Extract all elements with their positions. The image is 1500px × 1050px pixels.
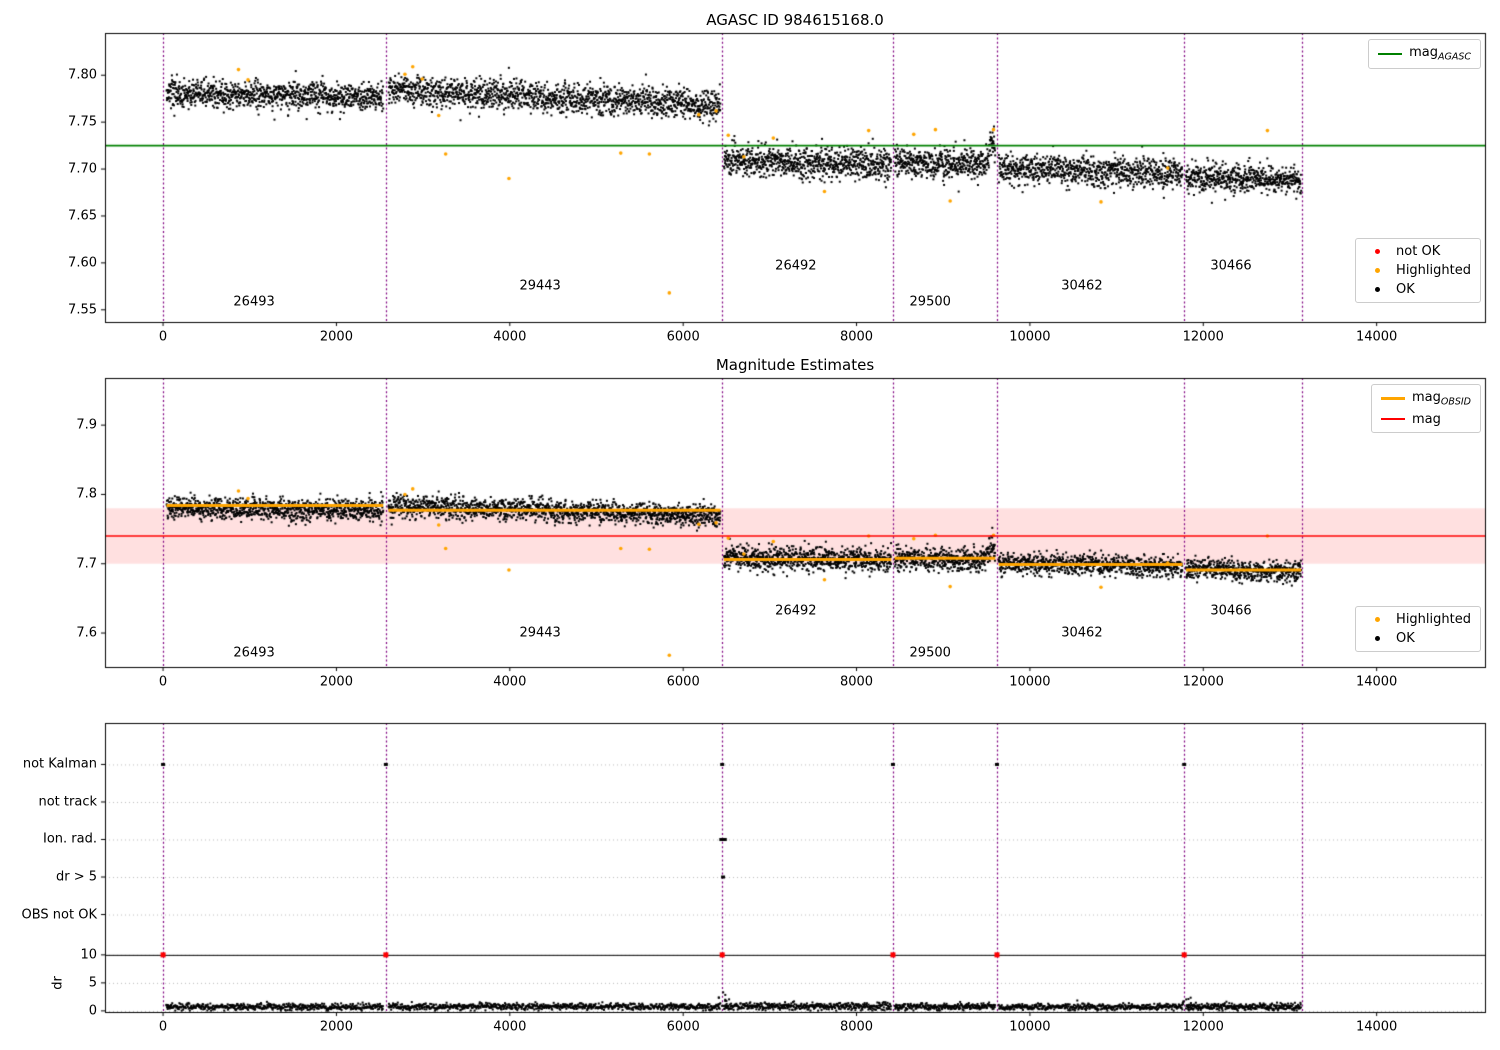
x-tick-label: 8000	[839, 1019, 874, 1035]
segment-label-29500: 29500	[909, 645, 951, 661]
mag-label: mag	[1411, 411, 1441, 427]
x-tick-label: 8000	[839, 329, 874, 345]
segment-label-29443: 29443	[519, 625, 561, 641]
mag-agasc-label: magAGASC	[1409, 45, 1471, 63]
x-tick-label: 14000	[1355, 329, 1398, 345]
x-tick-label: 4000	[493, 674, 527, 690]
not-ok-label: not OK	[1396, 244, 1441, 259]
x-tick-label: 12000	[1182, 329, 1224, 345]
ok-dot-swatch	[1365, 287, 1389, 292]
x-tick-label: 2000	[319, 329, 353, 345]
legend-item-mag-obsid: magOBSID	[1380, 390, 1471, 408]
legend-item-not-ok: not OK	[1365, 244, 1471, 259]
segment-label-30466: 30466	[1210, 258, 1252, 274]
segment-label-29500: 29500	[909, 294, 951, 310]
mag-obsid-label: magOBSID	[1411, 390, 1471, 408]
legend-item-highlighted-2: Highlighted	[1365, 612, 1471, 627]
y-tick-label: 7.9	[76, 417, 97, 433]
segment-label-26492: 26492	[775, 258, 817, 274]
legend-item-highlighted: Highlighted	[1365, 263, 1471, 278]
y-tick-label: 7.70	[68, 161, 97, 177]
x-tick-label: 6000	[666, 329, 700, 345]
x-tick-label: 12000	[1182, 1019, 1224, 1035]
y-tick-label: 7.6	[76, 625, 97, 641]
flag-row-label-dr-5: dr > 5	[55, 869, 97, 885]
dr-tick-label: 0	[88, 1003, 97, 1019]
x-tick-label: 6000	[666, 674, 700, 690]
legend-item-ok: OK	[1365, 282, 1471, 297]
segment-label-26493: 26493	[233, 294, 275, 310]
y-tick-label: 7.55	[68, 302, 97, 318]
mag-agasc-line-swatch	[1378, 52, 1403, 55]
x-tick-label: 6000	[666, 1019, 700, 1035]
x-tick-label: 8000	[839, 674, 874, 690]
legend-item-mag: mag	[1380, 411, 1471, 427]
not-ok-dot-swatch	[1365, 249, 1389, 254]
x-tick-label: 0	[158, 329, 168, 345]
y-tick-label: 7.7	[76, 556, 97, 572]
x-tick-label: 4000	[493, 1019, 527, 1035]
flag-row-label-not-kalman: not Kalman	[22, 756, 97, 772]
ok-dot-swatch-2	[1365, 636, 1389, 641]
mag-line-swatch	[1380, 418, 1405, 421]
highlighted-label: Highlighted	[1396, 263, 1471, 278]
x-tick-label: 10000	[1009, 1019, 1051, 1035]
legend-mag-agasc: magAGASC	[1368, 39, 1481, 69]
legend-item-mag-agasc: magAGASC	[1378, 45, 1471, 63]
highlighted-dot-swatch	[1365, 268, 1389, 273]
highlighted-dot-swatch-2	[1365, 617, 1389, 622]
segment-label-30466: 30466	[1210, 603, 1252, 619]
segment-label-26493: 26493	[233, 645, 275, 661]
legend-item-ok-2: OK	[1365, 631, 1471, 646]
dr-tick-label: 10	[80, 947, 97, 963]
flag-row-label-obs-not-ok: OBS not OK	[21, 907, 98, 923]
x-tick-label: 2000	[319, 1019, 353, 1035]
dr-axis-label: dr	[50, 976, 66, 990]
y-tick-label: 7.80	[68, 67, 97, 83]
dr-tick-label: 5	[88, 975, 97, 991]
panel1-title: AGASC ID 984615168.0	[706, 11, 884, 29]
x-tick-label: 14000	[1355, 674, 1398, 690]
legend-mag-lines: magOBSID mag	[1370, 384, 1481, 433]
legend-panel1-markers: not OK Highlighted OK	[1355, 238, 1481, 303]
x-tick-label: 12000	[1182, 674, 1224, 690]
x-tick-label: 10000	[1009, 674, 1051, 690]
y-tick-label: 7.75	[68, 114, 97, 130]
segment-label-26492: 26492	[775, 603, 817, 619]
segment-label-29443: 29443	[519, 278, 561, 294]
legend-panel2-markers: Highlighted OK	[1355, 606, 1481, 652]
segment-label-30462: 30462	[1061, 625, 1103, 641]
x-tick-label: 10000	[1009, 329, 1051, 345]
y-tick-label: 7.65	[68, 208, 97, 224]
x-tick-label: 0	[158, 674, 168, 690]
ok-label: OK	[1396, 282, 1415, 297]
x-tick-label: 2000	[319, 674, 353, 690]
x-tick-label: 0	[158, 1019, 168, 1035]
segment-label-30462: 30462	[1061, 278, 1103, 294]
x-tick-label: 4000	[493, 329, 527, 345]
mag-obsid-line-swatch	[1380, 397, 1405, 401]
highlighted-label-2: Highlighted	[1396, 612, 1471, 627]
x-tick-label: 14000	[1355, 1019, 1398, 1035]
flag-row-label-ion-rad-: Ion. rad.	[43, 831, 97, 847]
ok-label-2: OK	[1396, 631, 1415, 646]
panel2-title: Magnitude Estimates	[715, 356, 875, 374]
y-tick-label: 7.60	[68, 255, 97, 271]
flag-row-label-not-track: not track	[38, 794, 97, 810]
y-tick-label: 7.8	[76, 486, 97, 502]
